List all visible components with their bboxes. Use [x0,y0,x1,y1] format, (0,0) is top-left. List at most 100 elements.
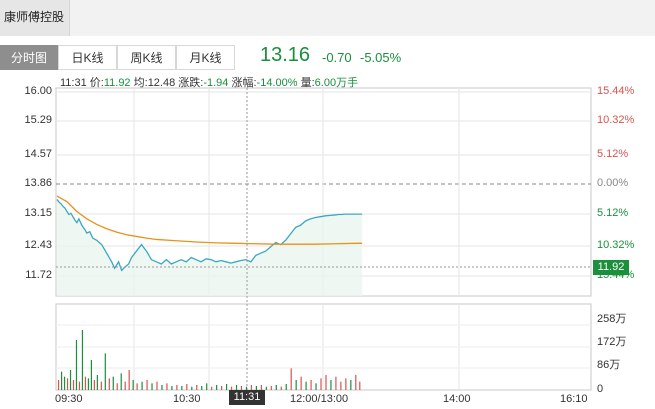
volume-bar [255,386,257,390]
y-tick-label: 15.29 [24,114,52,126]
volume-bar [240,386,243,390]
volume-bar [151,383,153,390]
volume-bar [132,380,134,390]
volume-bar [161,385,163,390]
volume-bar [93,380,95,390]
title-bar: 康师傅控股 [0,0,655,36]
tab-weekly-k[interactable]: 周K线 [117,45,176,70]
volume-bar [270,386,272,390]
info-vol-label: 量: [300,77,315,89]
volume-bar [128,370,130,390]
volume-bar [57,380,60,390]
volume-bar [340,381,342,390]
volume-bar [275,385,277,390]
volume-bar [166,383,168,390]
volume-bar [310,380,312,390]
volume-bar [72,380,75,390]
x-tick-label: 10:30 [173,393,201,405]
y-tick-label: 13.15 [24,207,52,219]
tab-monthly-k[interactable]: 月K线 [176,45,235,70]
y-pct-label: 5.12% [597,148,629,160]
volume-bar [181,386,183,390]
volume-bar [120,373,122,390]
volume-bar [191,386,193,390]
volume-bar [66,378,69,390]
volume-bar [225,384,228,390]
volume-bar [290,368,292,390]
average-line [56,195,363,245]
volume-bar [90,360,92,390]
volume-bar [211,386,213,390]
volume-bar [69,370,72,390]
volume-tick-label: 0 [597,383,604,395]
info-avg-label: 均: [133,77,148,89]
info-pct-label: 涨幅: [231,77,257,89]
volume-bar [295,380,297,390]
tab-intraday[interactable]: 分时图 [0,45,58,70]
info-price: 11.92 [103,77,131,89]
volume-bar [124,381,126,390]
y-pct-label: 10.32% [597,239,635,251]
window-title: 康师傅控股 [4,10,65,24]
y-pct-label: 5.12% [597,207,629,219]
volume-bar [81,330,84,390]
x-tick-label: 16:10 [560,393,588,405]
volume-bar [345,378,347,390]
info-avg: 12.48 [147,77,176,89]
y-tick-label: 12.43 [24,239,52,251]
volume-bar [260,385,262,390]
volume-tick-label: 258万 [597,313,627,325]
volume-bar [112,376,114,390]
volume-bar [136,383,138,390]
x-tick-label: 14:00 [443,393,471,405]
volume-bar [315,383,317,390]
cursor-time-marker: 11:31 [229,390,265,405]
y-pct-label: 10.32% [597,114,635,126]
x-tick-label: 09:30 [55,393,83,405]
volume-bar [176,385,178,390]
volume-bar [230,386,233,390]
volume-bar [116,383,118,390]
info-chg-label: 涨跌: [178,77,204,89]
volume-bar [280,386,282,390]
volume-bar [320,378,322,390]
volume-bar [196,385,198,390]
volume-bar [84,376,87,390]
info-price-label: 价: [89,77,104,89]
volume-bar [250,385,253,390]
price-line [56,199,363,272]
info-pct: -14.00% [256,77,298,89]
y-tick-label: 16.00 [24,85,52,97]
cursor-info-bar: 11:31 价:11.92 均:12.48 涨跌:-1.94 涨幅:-14.00… [60,74,358,90]
quote-change-pct: -5.05% [360,50,402,65]
volume-bar [355,375,357,390]
volume-bar [63,376,66,390]
volume-bar [156,381,158,390]
volume-bar [305,381,307,390]
volume-bar [96,375,98,390]
volume-bar [141,381,143,390]
y-tick-label: 13.86 [24,177,52,189]
window-title-tab[interactable]: 康师傅控股 [0,0,70,36]
volume-bar [335,376,337,390]
volume-bar [100,381,102,390]
info-vol: 6.00万手 [314,77,359,89]
y-tick-label: 14.57 [24,148,52,160]
volume-tick-label: 172万 [597,336,627,348]
volume-bar [350,380,352,390]
volume-bar [201,386,203,390]
volume-bar [265,386,267,390]
y-pct-label: 0.00% [597,177,629,189]
volume-bar [235,385,238,390]
y-tick-label: 11.72 [25,269,52,281]
volume-bar [206,383,208,390]
volume-bar [75,340,78,390]
quote-change: -0.70 [322,50,352,65]
y-pct-label: 15.44% [597,85,635,97]
volume-bar [108,378,110,390]
tab-daily-k[interactable]: 日K线 [58,45,117,70]
quote-price: 13.16 [260,44,311,66]
volume-tick-label: 86万 [597,359,621,371]
volume-bar [186,384,188,390]
